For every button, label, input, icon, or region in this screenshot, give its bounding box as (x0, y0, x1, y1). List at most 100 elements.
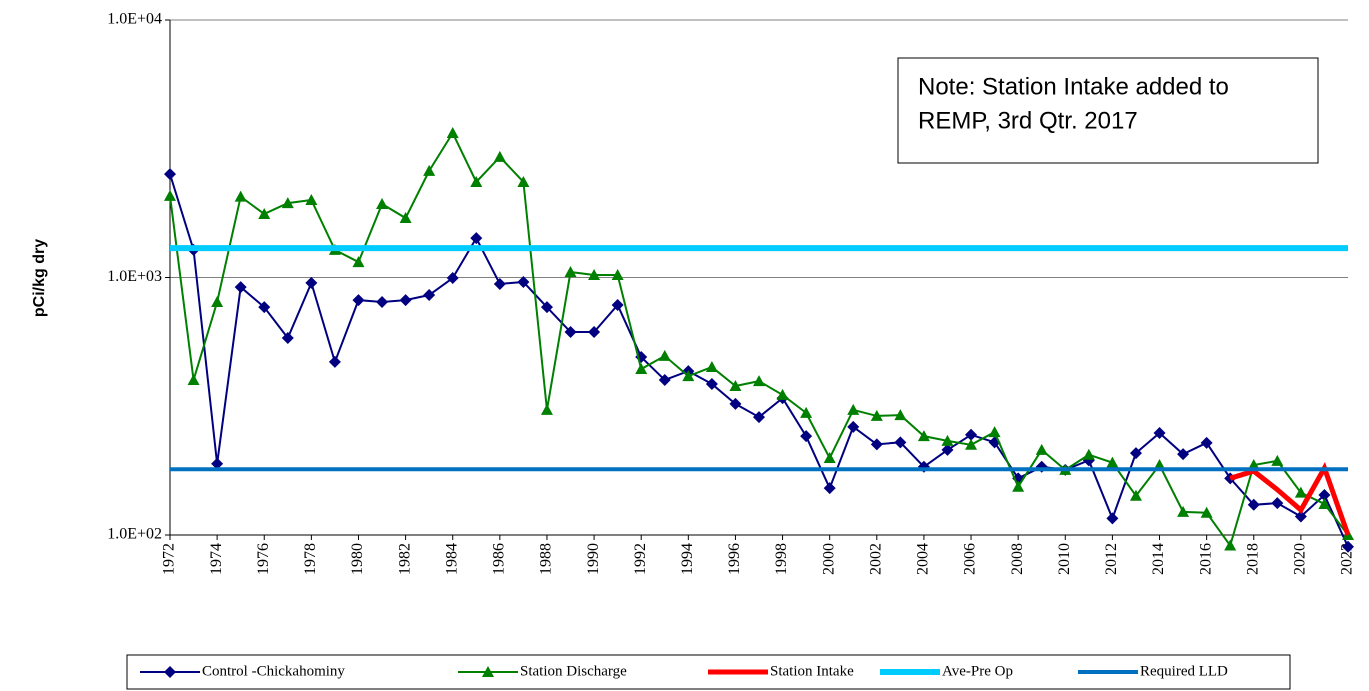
data-point (234, 281, 247, 294)
data-point (1129, 447, 1142, 460)
x-tick-label: 2000 (820, 543, 837, 575)
series-line (1229, 461, 1351, 536)
data-point (588, 268, 601, 280)
data-point (493, 150, 506, 162)
data-point (1153, 426, 1166, 439)
data-point (1200, 506, 1213, 518)
data-point (470, 175, 483, 187)
legend-label: Control -Chickahominy (202, 663, 345, 679)
x-tick-label: 1978 (302, 543, 319, 575)
data-point (211, 296, 224, 308)
data-point (894, 409, 907, 421)
series-line (169, 173, 1349, 548)
data-point (611, 268, 624, 280)
data-point (164, 189, 176, 201)
x-tick-label: 2010 (1056, 543, 1073, 575)
x-tick-label: 1992 (632, 543, 649, 575)
data-point (376, 197, 389, 209)
x-tick-label: 1998 (773, 543, 790, 575)
data-point (423, 164, 436, 176)
data-point (658, 349, 671, 361)
x-tick-label: 1976 (255, 543, 272, 575)
x-tick-label: 1980 (349, 543, 366, 575)
data-point (493, 277, 506, 290)
data-point (847, 403, 860, 415)
data-point (540, 403, 553, 415)
x-tick-label: 1982 (396, 543, 413, 575)
data-point (635, 363, 648, 375)
x-tick-label: 2016 (1197, 543, 1214, 575)
legend-marker (482, 666, 494, 677)
data-point (446, 272, 459, 285)
data-point (399, 294, 412, 307)
data-point (705, 377, 718, 390)
x-tick-label: 2008 (1009, 543, 1026, 575)
legend-marker (164, 666, 176, 678)
data-point (470, 232, 483, 245)
data-point (1271, 454, 1284, 466)
data-point (753, 411, 765, 424)
data-point (564, 326, 577, 339)
y-tick-label: 1.0E+04 (107, 11, 162, 28)
data-point (1224, 539, 1237, 551)
data-point (1177, 448, 1190, 461)
data-point (1106, 456, 1119, 468)
data-point (234, 190, 247, 202)
x-tick-label: 1996 (726, 543, 743, 575)
data-point (376, 296, 389, 309)
data-point (1177, 505, 1190, 517)
data-point (328, 355, 341, 368)
data-point (1106, 512, 1119, 525)
data-point (258, 207, 271, 219)
x-tick-label: 2012 (1103, 543, 1120, 575)
x-tick-label: 1994 (679, 543, 696, 575)
data-point (540, 301, 553, 314)
x-tick-label: 1974 (208, 543, 225, 575)
legend-label: Station Discharge (520, 663, 627, 679)
data-point (988, 426, 1001, 438)
data-point (446, 127, 459, 139)
data-point (1318, 489, 1331, 502)
data-point (281, 197, 294, 209)
x-tick-label: 1986 (491, 543, 508, 575)
data-point (682, 370, 695, 382)
annotation: REMP, 3rd Qtr. 2017 (918, 107, 1138, 134)
data-point (800, 406, 813, 418)
x-tick-label: 1990 (585, 543, 602, 575)
data-point (399, 212, 412, 224)
data-point (870, 438, 883, 451)
x-tick-label: 2020 (1292, 543, 1309, 575)
annotation-box (897, 57, 1319, 164)
data-point (1294, 510, 1307, 523)
data-point (847, 420, 860, 433)
x-tick-label: 2018 (1244, 543, 1261, 575)
y-tick-label: 1.0E+02 (107, 526, 162, 543)
plot (164, 127, 1354, 553)
legend-label: Required LLD (1140, 663, 1228, 679)
data-point (1318, 497, 1331, 509)
data-point (258, 301, 271, 314)
data-point (1200, 436, 1213, 449)
y-tick-label: 1.0E+03 (107, 268, 162, 285)
legend: Control -Chickahominy Station Discharge St… (140, 663, 1228, 679)
x-tick-label: 2022 (1339, 543, 1356, 575)
data-point (965, 438, 978, 450)
data-point (753, 375, 765, 387)
data-point (1271, 497, 1284, 510)
data-point (729, 380, 742, 392)
data-point (1082, 448, 1095, 460)
x-tick-label: 1972 (161, 543, 178, 575)
data-point (164, 168, 176, 181)
data-point (729, 397, 742, 410)
data-point (305, 276, 318, 289)
data-point (281, 332, 294, 345)
x-tick-label: 2006 (962, 543, 979, 575)
data-point (517, 275, 530, 288)
data-point (1129, 489, 1142, 501)
data-point (211, 457, 224, 470)
y-axis-label: pCi/kg dry (31, 239, 48, 317)
data-point (564, 266, 577, 278)
data-point (611, 298, 624, 311)
